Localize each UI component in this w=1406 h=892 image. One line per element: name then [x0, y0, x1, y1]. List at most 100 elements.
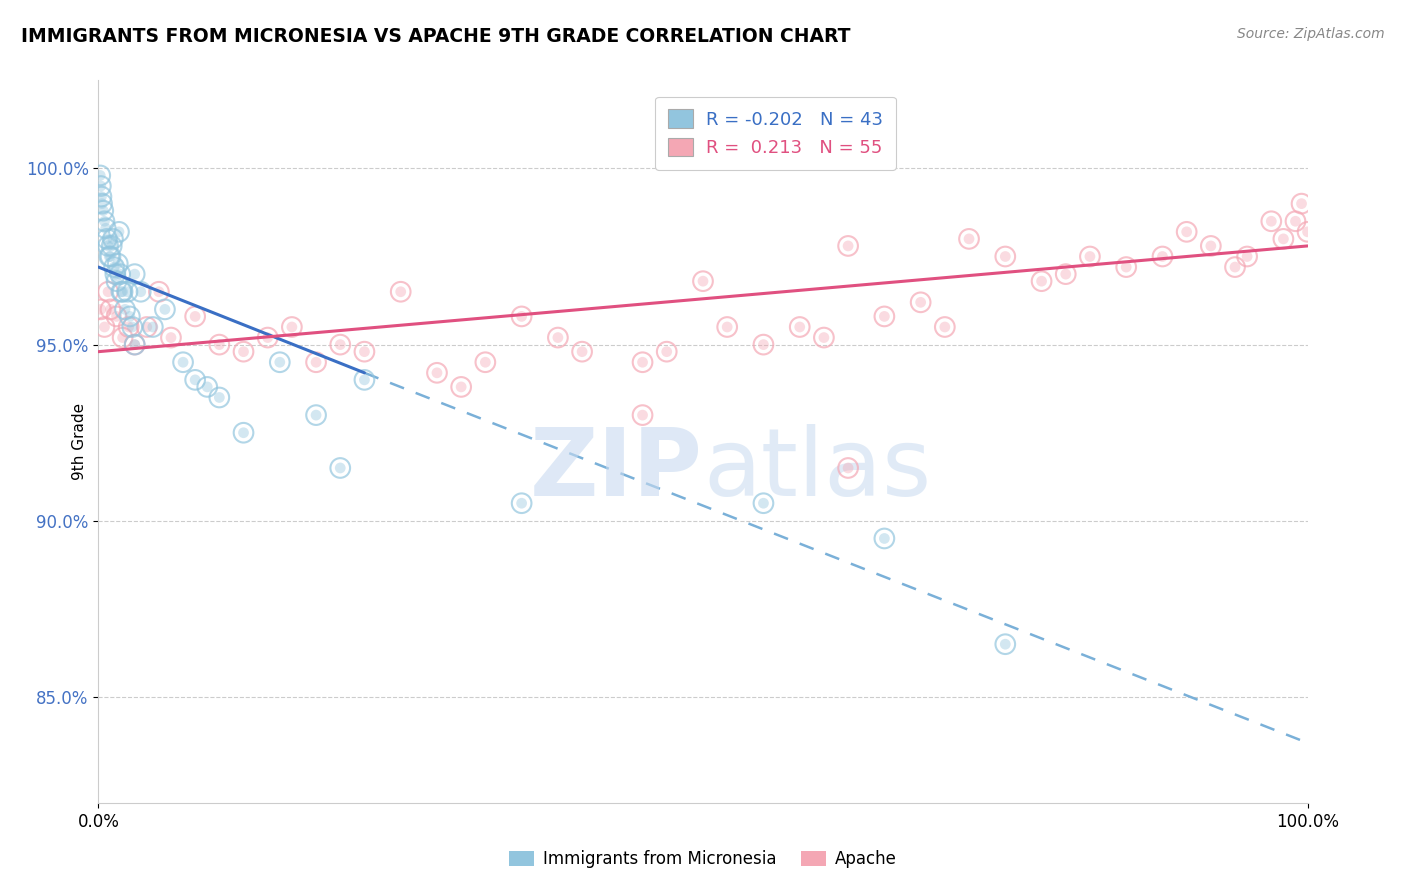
Point: [208, 391, 231, 405]
Point: [789, 320, 811, 334]
Point: [1199, 239, 1222, 253]
Point: [124, 337, 146, 351]
Point: [108, 267, 131, 281]
Point: [90, 189, 112, 203]
Point: [90, 179, 112, 194]
Point: [118, 320, 141, 334]
Point: [813, 330, 835, 344]
Point: [96, 232, 118, 246]
Point: [118, 310, 141, 324]
Point: [873, 310, 896, 324]
Point: [1223, 260, 1246, 274]
Point: [510, 496, 533, 510]
Point: [631, 355, 654, 369]
Point: [142, 320, 165, 334]
Point: [1054, 267, 1077, 281]
Point: [96, 232, 118, 246]
Point: [813, 330, 835, 344]
Point: [692, 274, 714, 288]
Point: [148, 285, 170, 299]
Point: [305, 355, 328, 369]
Point: [105, 274, 128, 288]
Point: [93, 214, 115, 228]
Point: [329, 337, 352, 351]
Text: IMMIGRANTS FROM MICRONESIA VS APACHE 9TH GRADE CORRELATION CHART: IMMIGRANTS FROM MICRONESIA VS APACHE 9TH…: [21, 27, 851, 45]
Legend: Immigrants from Micronesia, Apache: Immigrants from Micronesia, Apache: [503, 844, 903, 875]
Point: [172, 355, 194, 369]
Point: [121, 320, 143, 334]
Point: [329, 337, 352, 351]
Point: [1078, 250, 1101, 264]
Point: [91, 196, 114, 211]
Point: [100, 302, 122, 317]
Point: [1115, 260, 1137, 274]
Point: [353, 344, 375, 359]
Point: [129, 285, 152, 299]
Point: [90, 302, 112, 317]
Point: [510, 310, 533, 324]
Point: [716, 320, 738, 334]
Point: [195, 380, 218, 394]
Point: [1284, 214, 1306, 228]
Point: [426, 366, 449, 380]
Point: [910, 295, 932, 310]
Point: [1272, 232, 1295, 246]
Point: [1291, 196, 1313, 211]
Point: [89, 169, 111, 183]
Point: [101, 232, 124, 246]
Point: [329, 461, 352, 475]
Point: [110, 285, 132, 299]
Point: [232, 425, 254, 440]
Point: [256, 330, 278, 344]
Point: [1199, 239, 1222, 253]
Point: [114, 302, 136, 317]
Point: [752, 337, 775, 351]
Point: [100, 239, 122, 253]
Point: [837, 461, 859, 475]
Point: [232, 344, 254, 359]
Point: [101, 232, 124, 246]
Point: [195, 380, 218, 394]
Point: [184, 310, 207, 324]
Point: [111, 285, 134, 299]
Point: [353, 344, 375, 359]
Point: [752, 496, 775, 510]
Point: [98, 250, 121, 264]
Point: [105, 274, 128, 288]
Point: [103, 260, 125, 274]
Point: [510, 310, 533, 324]
Point: [837, 239, 859, 253]
Point: [117, 285, 139, 299]
Point: [1175, 225, 1198, 239]
Point: [873, 532, 896, 546]
Point: [100, 239, 122, 253]
Point: [1291, 196, 1313, 211]
Point: [1260, 214, 1282, 228]
Point: [256, 330, 278, 344]
Point: [305, 408, 328, 422]
Point: [94, 221, 117, 235]
Point: [1175, 225, 1198, 239]
Y-axis label: 9th Grade: 9th Grade: [72, 403, 87, 480]
Point: [111, 330, 134, 344]
Point: [353, 373, 375, 387]
Point: [837, 461, 859, 475]
Point: [105, 310, 128, 324]
Point: [90, 189, 112, 203]
Point: [353, 373, 375, 387]
Point: [104, 267, 127, 281]
Point: [389, 285, 412, 299]
Point: [281, 320, 304, 334]
Point: [994, 637, 1017, 651]
Point: [153, 302, 176, 317]
Point: [873, 310, 896, 324]
Point: [547, 330, 569, 344]
Point: [655, 344, 678, 359]
Point: [91, 203, 114, 218]
Point: [281, 320, 304, 334]
Point: [957, 232, 980, 246]
Point: [329, 461, 352, 475]
Point: [716, 320, 738, 334]
Point: [124, 337, 146, 351]
Text: atlas: atlas: [703, 425, 931, 516]
